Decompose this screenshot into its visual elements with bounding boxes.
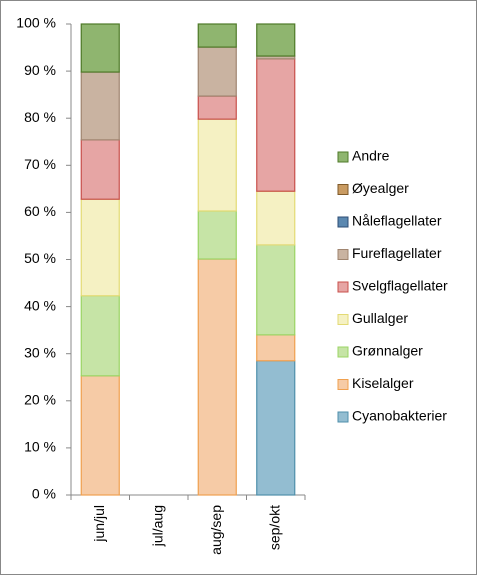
y-tick-label: 50 %	[24, 250, 56, 266]
bar-segment	[197, 210, 237, 260]
x-tick-label: jul/aug	[149, 505, 165, 547]
y-tick-label: 40 %	[24, 297, 56, 313]
bar-segment	[80, 23, 120, 73]
bar-segment	[197, 46, 237, 97]
y-tick-label: 100 %	[16, 15, 56, 31]
legend-label: Kiselalger	[352, 375, 414, 391]
legend-swatch	[337, 314, 349, 325]
x-tick-label: jun/jul	[91, 505, 107, 543]
bar-segment	[256, 58, 296, 192]
y-tick-label: 20 %	[24, 392, 56, 408]
bar-segment	[256, 23, 296, 57]
bar-segment	[256, 190, 296, 246]
y-tick-label: 30 %	[24, 344, 56, 360]
legend-swatch	[337, 151, 349, 163]
bar-segment	[197, 118, 237, 212]
bar-segment	[80, 198, 120, 297]
x-tick-label: sep/okt	[266, 505, 282, 550]
y-tick-label: 0 %	[32, 486, 56, 502]
bar-segment	[80, 71, 120, 141]
legend-swatch	[337, 379, 349, 390]
legend-label: Cyanobakterier	[352, 408, 447, 424]
bar-segment	[80, 295, 120, 377]
bar-segment	[197, 258, 237, 496]
legend-swatch	[337, 281, 349, 293]
y-tick-label: 10 %	[24, 439, 56, 455]
legend-swatch	[337, 346, 349, 358]
bar-segment	[80, 375, 120, 496]
legend-swatch	[337, 411, 349, 423]
bar-segment	[256, 244, 296, 336]
legend-label: Grønnalger	[352, 343, 423, 359]
bar-segment	[256, 360, 296, 496]
legend-label: Fureflagellater	[352, 245, 442, 261]
legend-swatch	[337, 249, 349, 260]
bar-segment	[256, 334, 296, 362]
legend-label: Andre	[352, 148, 390, 164]
y-tick-label: 90 %	[24, 62, 56, 78]
legend-swatch	[337, 184, 349, 195]
legend-swatch	[337, 216, 349, 228]
y-tick-label: 80 %	[24, 109, 56, 125]
x-tick-label: aug/sep	[208, 505, 224, 555]
bar-segment	[197, 23, 237, 48]
legend-label: Nåleflagellater	[352, 213, 442, 229]
legend-label: Øyealger	[352, 180, 409, 196]
bar-segment	[197, 95, 237, 120]
legend-label: Gullalger	[352, 310, 408, 326]
y-tick-label: 70 %	[24, 156, 56, 172]
y-tick-label: 60 %	[24, 203, 56, 219]
bar-segment	[80, 139, 120, 200]
legend-label: Svelgflagellater	[352, 278, 448, 294]
